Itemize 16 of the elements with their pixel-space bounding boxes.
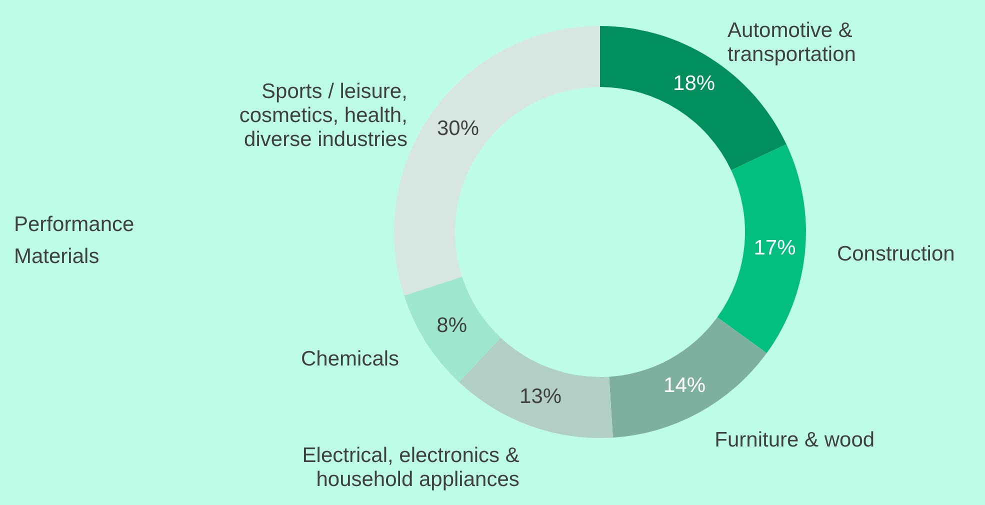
data-label: 13%	[520, 385, 562, 408]
data-label: 17%	[754, 236, 796, 260]
data-label: 14%	[664, 374, 706, 397]
slice-label: Electrical, electronics & household appliances	[302, 444, 520, 491]
donut-slice	[717, 144, 806, 354]
slice-label: Construction	[836, 242, 955, 266]
slice-label: Automotive & transportation	[728, 19, 856, 66]
text: Performance Materials	[14, 213, 134, 268]
slice-label: Sports / leisure, cosmetics, health, diverse industries	[239, 80, 408, 152]
data-label: 30%	[437, 116, 480, 140]
donut-slice	[458, 338, 613, 438]
slice-label: Furniture & wood	[714, 428, 875, 452]
data-label: 8%	[436, 314, 467, 338]
donut-slice	[404, 276, 501, 382]
data-label: 18%	[673, 72, 716, 95]
slice-label: Chemicals	[301, 348, 400, 371]
